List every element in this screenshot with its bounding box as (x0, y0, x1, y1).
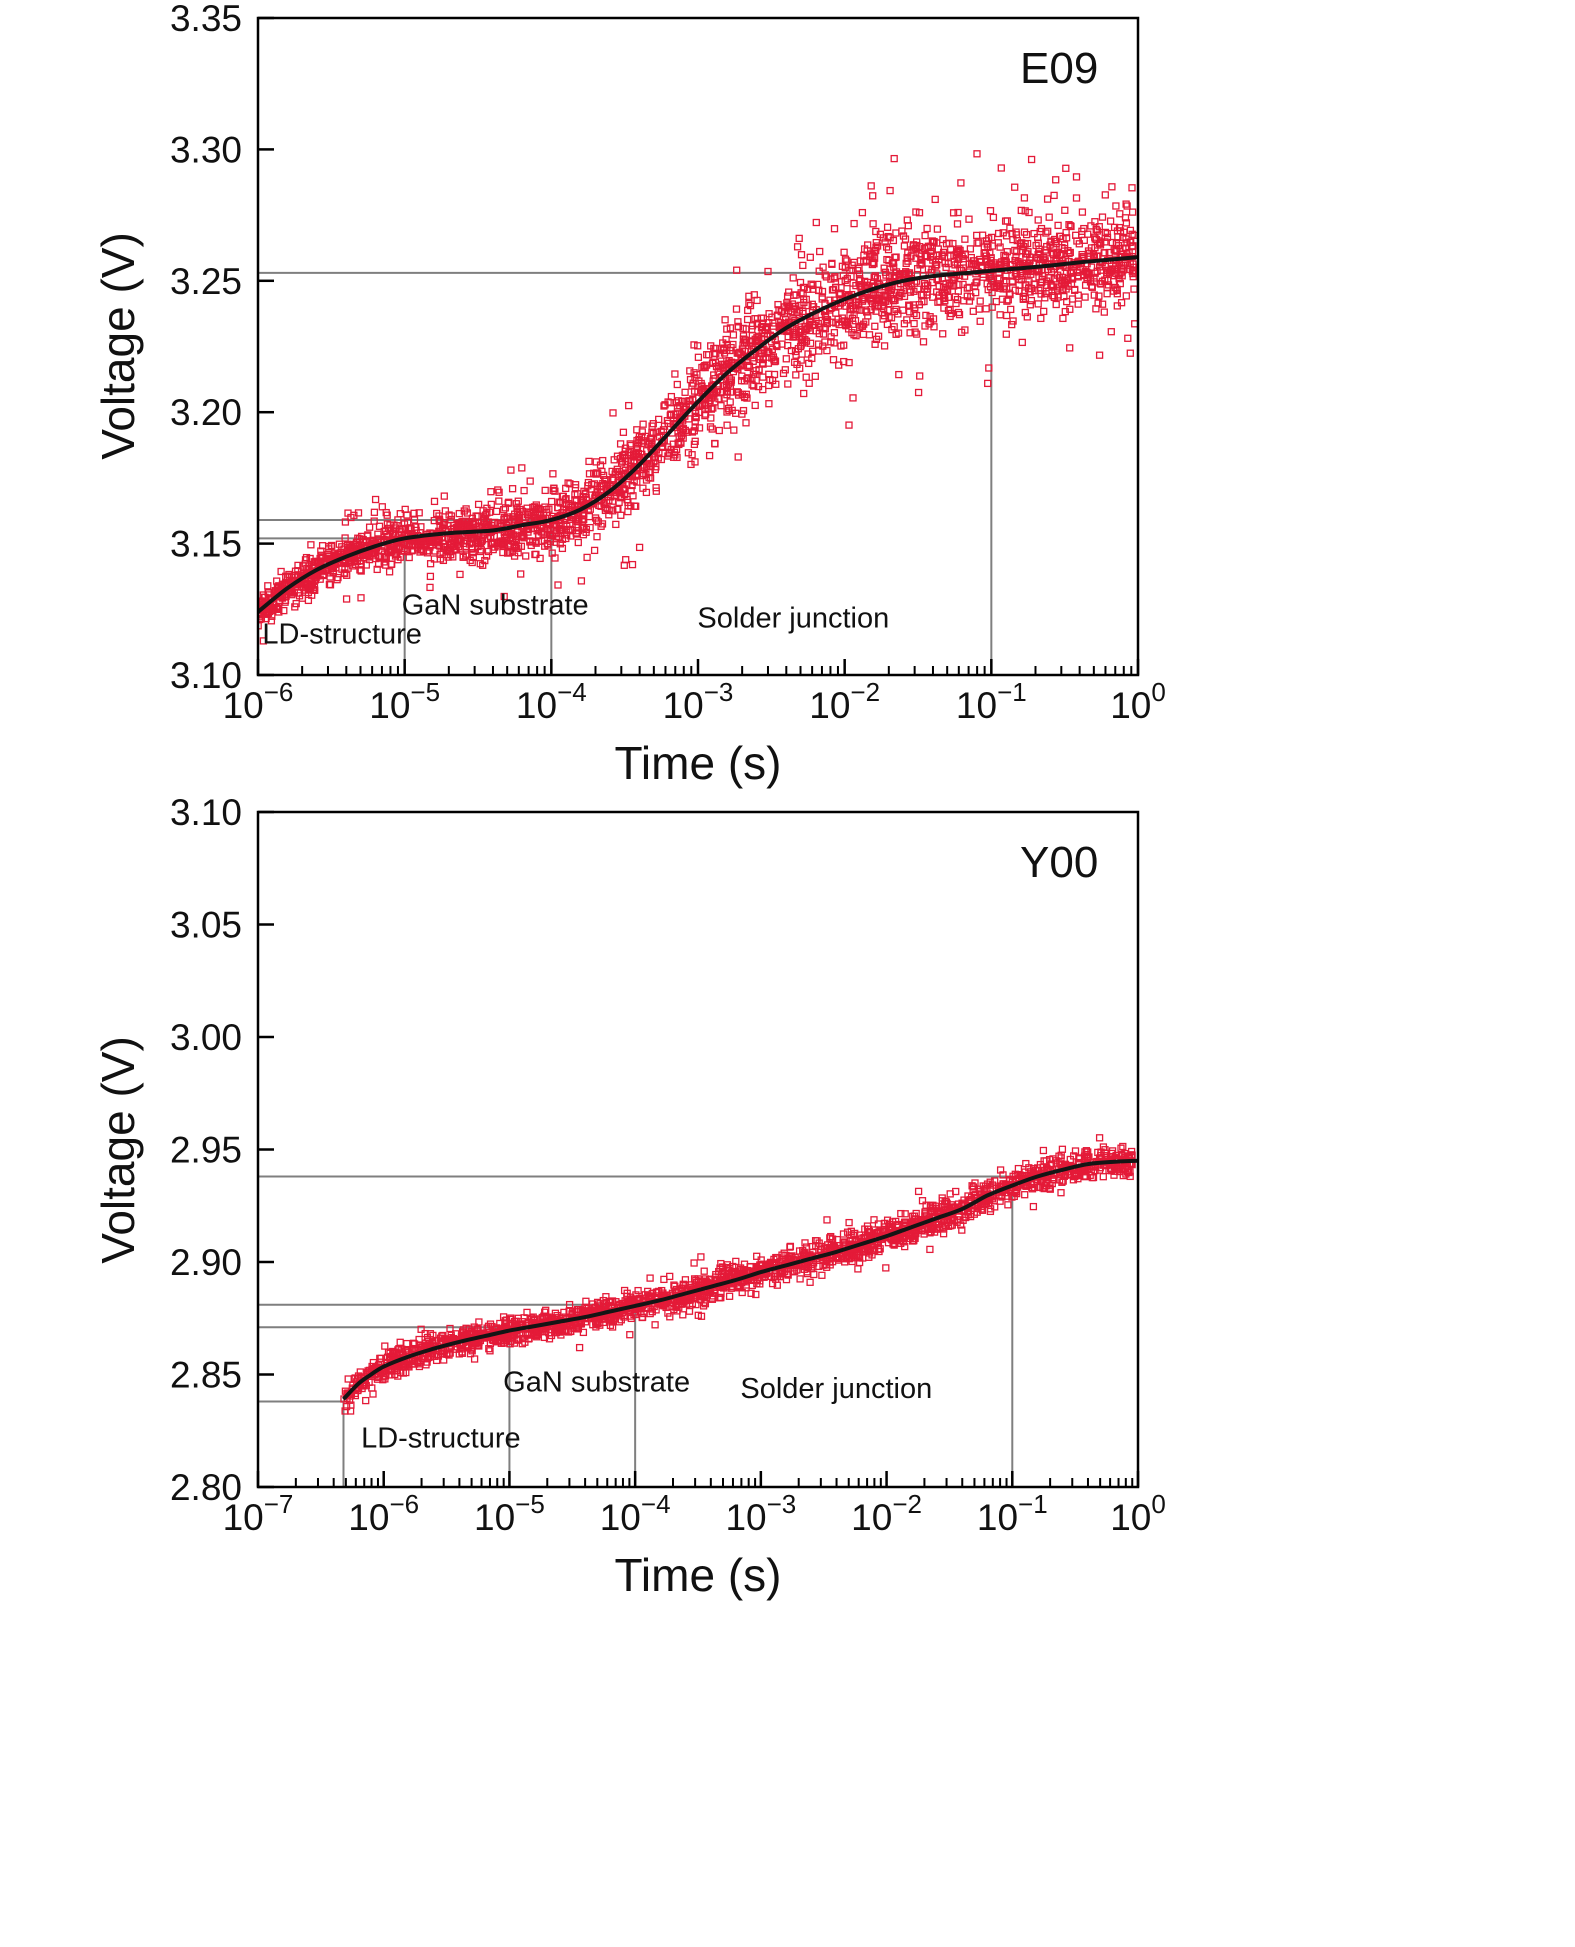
svg-text:3.35: 3.35 (170, 0, 242, 39)
svg-text:10−5: 10−5 (369, 677, 440, 726)
x-tick-labels: 10−7 10−6 10−5 10−4 10−3 10−2 10−1 100 (223, 1489, 1166, 1538)
panel-label-e09: E09 (1020, 44, 1099, 93)
x-tick-labels: 10−6 10−5 10−4 10−3 10−2 10−1 100 (223, 677, 1166, 726)
svg-text:GaN substrate: GaN substrate (402, 590, 589, 622)
svg-text:10−2: 10−2 (809, 677, 880, 726)
svg-text:3.15: 3.15 (170, 524, 242, 565)
fit-curve (342, 1158, 1138, 1401)
axis-ticks (256, 16, 1140, 677)
x-axis-label-e09: Time (s) (614, 737, 782, 789)
panel-y00: 10−7 10−6 10−5 10−4 10−3 10−2 10−1 1002.802.852… (170, 792, 1166, 1538)
y-axis-label-e09: Voltage (V) (92, 232, 144, 460)
svg-text:10−4: 10−4 (516, 677, 587, 726)
svg-text:10−3: 10−3 (663, 677, 734, 726)
svg-text:3.25: 3.25 (170, 261, 242, 302)
guide-lines (258, 271, 993, 675)
plot-frame (256, 810, 1140, 1489)
guide-lines (258, 1175, 1014, 1487)
y-tick-labels: 3.10 3.15 3.20 3.25 3.30 3.35 (170, 0, 242, 696)
svg-text:3.10: 3.10 (170, 655, 242, 696)
plot-frame (256, 16, 1140, 677)
y-tick-labels: 2.802.852.902.953.003.053.10 (170, 792, 242, 1508)
y-axis-label-y00: Voltage (V) (92, 1036, 144, 1264)
fit-curve (258, 255, 1138, 614)
panel-e09: 10−6 10−5 10−4 10−3 10−2 10−1 1003.103.153.203… (170, 0, 1166, 726)
panel-label-y00: Y00 (1020, 838, 1099, 887)
svg-text:100: 100 (1110, 677, 1166, 726)
scatter-series (258, 150, 1138, 645)
svg-text:3.20: 3.20 (170, 392, 242, 433)
svg-text:Solder junction: Solder junction (697, 603, 889, 635)
x-axis-label-y00: Time (s) (614, 1549, 782, 1601)
axis-ticks (256, 810, 1140, 1489)
svg-text:10−1: 10−1 (956, 677, 1027, 726)
svg-text:LD-structure: LD-structure (262, 618, 422, 650)
svg-text:3.30: 3.30 (170, 129, 242, 170)
